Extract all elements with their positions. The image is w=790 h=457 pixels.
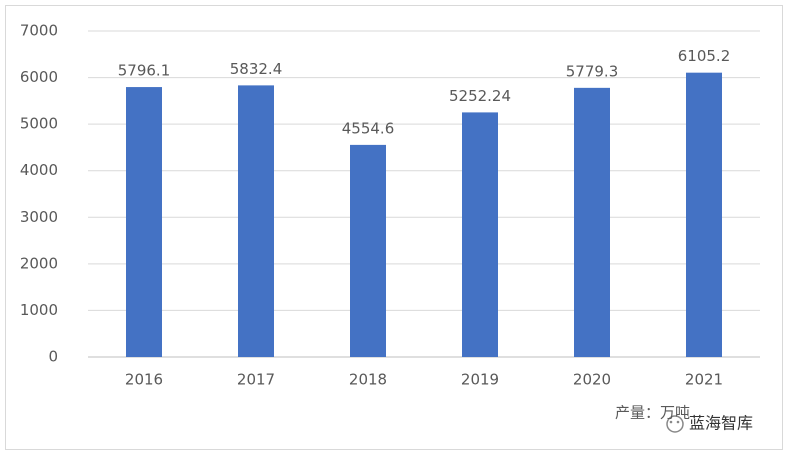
- data-label: 4554.6: [342, 119, 395, 137]
- bar: [350, 144, 386, 357]
- y-tick-label: 2000: [20, 254, 58, 272]
- y-tick-label: 1000: [20, 301, 58, 319]
- legend-label: 产量：万吨: [615, 404, 690, 422]
- x-tick-label: 2018: [349, 371, 387, 389]
- y-tick-label: 6000: [20, 68, 58, 86]
- watermark: 蓝海智库: [689, 414, 753, 433]
- x-tick-label: 2016: [125, 371, 163, 389]
- bar: [238, 85, 274, 357]
- x-tick-label: 2019: [461, 371, 499, 389]
- y-tick-label: 3000: [20, 208, 58, 226]
- bar: [686, 72, 722, 357]
- watermark-icon: [666, 415, 684, 433]
- y-tick-label: 0: [48, 348, 58, 366]
- y-tick-label: 7000: [20, 22, 58, 40]
- x-tick-label: 2021: [685, 371, 723, 389]
- bar: [462, 112, 498, 357]
- bar: [126, 87, 162, 357]
- x-tick-label: 2017: [237, 371, 275, 389]
- data-label: 5832.4: [230, 60, 283, 78]
- data-label: 5252.24: [449, 87, 511, 105]
- x-tick-label: 2020: [573, 371, 611, 389]
- y-tick-label: 4000: [20, 161, 58, 179]
- data-label: 5796.1: [118, 62, 171, 80]
- bar: [574, 87, 610, 358]
- data-label: 6105.2: [678, 47, 731, 65]
- y-tick-label: 5000: [20, 115, 58, 133]
- data-label: 5779.3: [566, 62, 619, 80]
